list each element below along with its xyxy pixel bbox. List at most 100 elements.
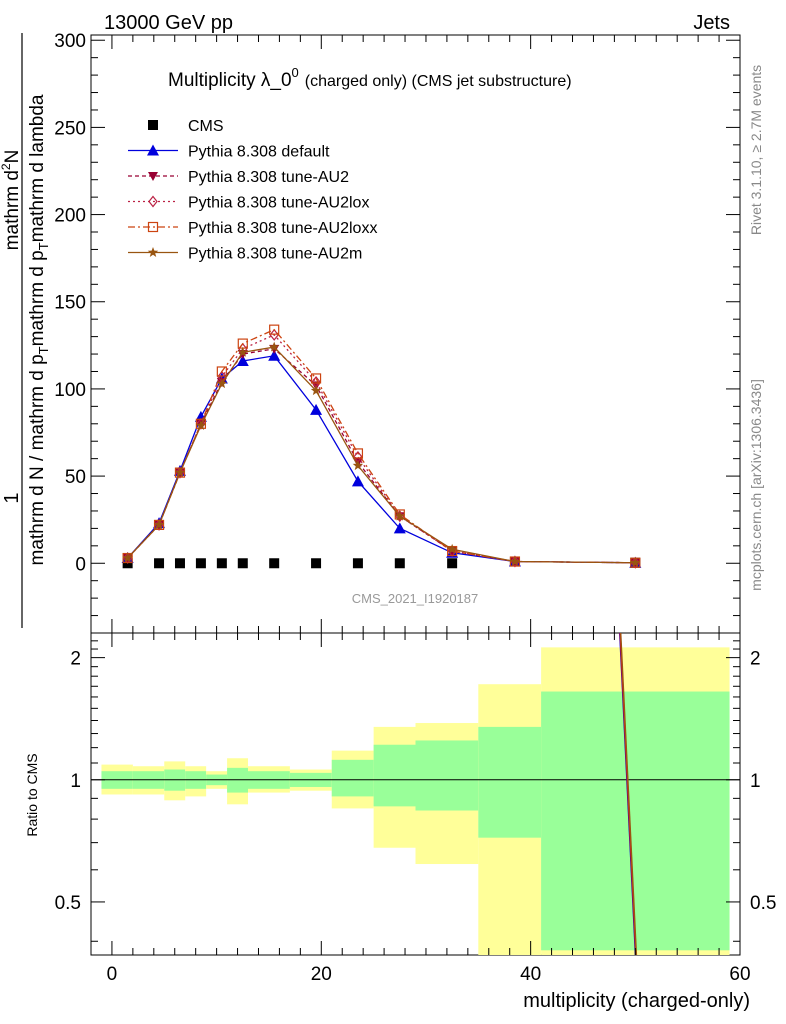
data-point-5-8 [352, 460, 364, 471]
data-point-4-4 [216, 366, 227, 377]
legend-entry: Pythia 8.308 tune-AU2lox [128, 195, 369, 212]
legend: CMS Pythia 8.308 default Pythia 8.308 tune… [128, 118, 377, 263]
ratio-band-green [331, 759, 374, 797]
main-y-tick-label: 0 [75, 554, 86, 575]
data-point-0-9 [394, 558, 405, 569]
legend-label: CMS [188, 118, 224, 135]
series-5 [122, 341, 641, 568]
series-line-3 [127, 334, 636, 564]
series-2 [122, 344, 641, 568]
main-y-tick-label: 250 [54, 118, 86, 139]
main-y-tick-label: 300 [54, 31, 86, 52]
y-label-num-b: N [2, 150, 23, 164]
main-y-tick-label: 200 [54, 206, 86, 227]
data-point-1-5 [236, 355, 249, 367]
data-point-1-9 [393, 522, 406, 534]
data-point-5-6 [268, 341, 280, 352]
data-point-5-11 [509, 556, 521, 566]
header-right: Jets [693, 12, 730, 34]
chart-title-main: Multiplicity λ_0 [168, 70, 292, 91]
axes-ticks: 0 50 100 150 200 250 300 0 20 40 60 0.5 0.5 1 1 2 2 [54, 31, 776, 985]
data-point-0-2 [174, 558, 185, 569]
data-point-1-7 [310, 403, 323, 415]
data-point-4-7 [310, 373, 322, 384]
data-point-0-4 [216, 558, 227, 569]
legend-entry: Pythia 8.308 tune-AU2m [128, 246, 362, 263]
x-axis-label: multiplicity (charged-only) [523, 990, 750, 1012]
y-label-den-a: mathrm d N / mathrm d p [27, 354, 48, 565]
data-point-5-2 [174, 467, 186, 478]
y-label-right-numerator: mathrm d2N [0, 150, 23, 251]
ratio-panel-frame [90, 632, 741, 956]
legend-entry: Pythia 8.308 default [128, 144, 330, 161]
y-label-den-c: mathrm d lambda [27, 94, 48, 242]
rivet-version-text: Rivet 3.1.10, ≥ 2.7M events [748, 65, 764, 235]
chart-title: Multiplicity λ_00 (charged only) (CMS jet… [168, 65, 572, 91]
x-tick-label: 60 [729, 964, 750, 985]
series-line-5 [127, 346, 636, 564]
analysis-watermark: CMS_2021_I1920187 [352, 591, 479, 606]
data-point-0-5 [237, 558, 248, 569]
series-4 [122, 324, 641, 568]
data-point-4-3 [195, 418, 207, 429]
data-point-0-3 [195, 558, 206, 569]
legend-label: Pythia 8.308 tune-AU2lox [188, 195, 369, 212]
main-y-tick-label: 100 [54, 380, 86, 401]
ratio-y-tick-label: 2 [70, 649, 81, 670]
data-point-0-6 [269, 558, 280, 569]
mcplots-reference-text: mcplots.cern.ch [arXiv:1306.3436] [748, 379, 764, 591]
y-label-den-b: mathrm d p [27, 250, 48, 346]
main-y-tick-label: 150 [54, 293, 86, 314]
ratio-y-tick-label-right: 2 [750, 649, 761, 670]
series-3 [122, 328, 641, 569]
data-point-0-10 [447, 558, 458, 569]
y-label-den-sub2: T [36, 242, 51, 250]
ratio-band-green [415, 740, 479, 811]
chart-title-sup: 0 [292, 65, 299, 80]
series-line-4 [127, 328, 636, 564]
series-line-1 [127, 355, 636, 564]
x-tick-label: 40 [520, 964, 541, 985]
x-tick-label: 0 [107, 964, 118, 985]
ratio-y-tick-label: 0.5 [55, 893, 81, 914]
data-point-0-8 [352, 558, 363, 569]
data-point-4-6 [269, 324, 280, 335]
data-point-5-7 [310, 385, 322, 396]
y-label-num-sup: 2 [0, 163, 13, 170]
ratio-band-green [478, 726, 542, 838]
legend-label: Pythia 8.308 tune-AU2loxx [188, 220, 377, 237]
ratio-y-tick-label-right: 1 [750, 771, 761, 792]
ratio-y-tick-label-right: 0.5 [750, 893, 776, 914]
data-point-5-4 [216, 378, 228, 389]
main-y-axis-label: 1 mathrm d N / mathrm d pTmathrm d pTmat… [0, 33, 51, 628]
series-line-2 [127, 348, 636, 564]
ratio-band-green [541, 691, 730, 951]
data-point-5-1 [153, 519, 165, 530]
ratio-line-5 [620, 632, 638, 956]
chart-title-suffix: (charged only) (CMS jet substructure) [305, 73, 572, 90]
data-point-4-9 [394, 509, 405, 520]
data-point-4-8 [352, 448, 364, 459]
legend-marker [147, 144, 159, 156]
data-point-1-6 [268, 349, 281, 361]
header-left: 13000 GeV pp [104, 12, 233, 34]
ratio-uncertainty-bands [91, 647, 740, 955]
legend-marker [148, 172, 158, 181]
data-point-5-3 [195, 420, 207, 430]
main-y-tick-label: 50 [65, 467, 86, 488]
y-label-num-a: mathrm d [2, 170, 23, 250]
main-series-group [121, 324, 642, 569]
data-point-1-8 [351, 475, 364, 487]
ratio-y-tick-label: 1 [70, 771, 81, 792]
legend-marker [147, 221, 159, 233]
legend-label: Pythia 8.308 tune-AU2m [188, 246, 362, 263]
data-point-0-1 [154, 558, 165, 569]
legend-marker [148, 195, 158, 208]
y-label-den-sub: T [36, 346, 51, 354]
y-label-denominator: mathrm d N / mathrm d pTmathrm d pTmathr… [27, 94, 51, 565]
data-point-5-12 [630, 557, 641, 568]
legend-marker [148, 120, 158, 130]
ratio-lines [619, 632, 638, 956]
data-point-5-9 [394, 510, 406, 521]
